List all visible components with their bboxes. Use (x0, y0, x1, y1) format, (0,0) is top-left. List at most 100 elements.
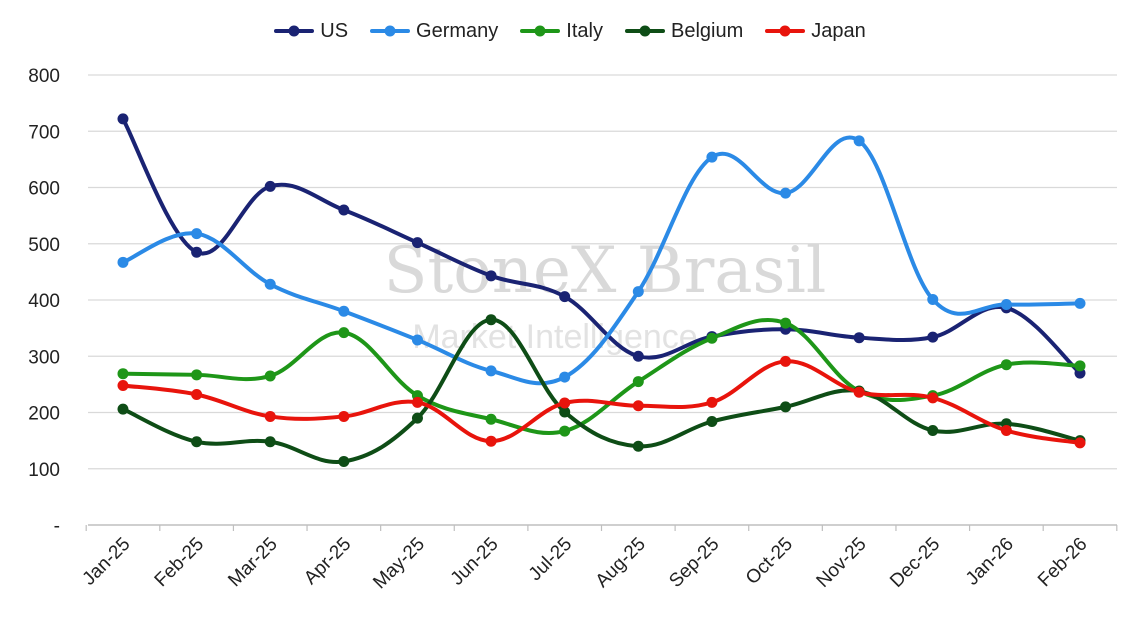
x-tick-label: Jul-25 (525, 534, 576, 585)
x-tick-label: Feb-26 (1034, 534, 1091, 591)
y-tick-label: 300 (28, 347, 60, 368)
data-point-germany (1000, 299, 1012, 310)
x-tick-label: Sep-25 (665, 534, 723, 592)
data-point-us (117, 113, 129, 125)
x-tick-label: Feb-25 (151, 534, 208, 591)
x-tick-label: Jan-26 (962, 534, 1018, 590)
legend-swatch (520, 25, 561, 37)
data-point-italy (485, 413, 497, 425)
data-point-italy (191, 369, 203, 381)
data-point-japan (1000, 425, 1012, 436)
data-point-belgium (485, 314, 497, 326)
y-tick-label: 200 (28, 404, 60, 425)
legend-item-germany: Germany (370, 18, 498, 44)
data-point-italy (632, 376, 644, 388)
data-point-belgium (559, 406, 571, 418)
x-axis: Jan-25 Feb-25 Mar-25 Apr-25 May-25 Jun-25 Jul-… (79, 524, 1118, 594)
data-point-germany (853, 135, 865, 147)
data-point-japan (411, 396, 423, 408)
data-point-italy (117, 368, 129, 380)
legend-label: Japan (811, 19, 866, 42)
data-point-japan (927, 392, 939, 404)
data-point-belgium (927, 425, 939, 436)
y-tick-label: 700 (28, 122, 60, 143)
data-point-japan (1074, 437, 1086, 449)
y-tick-label: - (54, 516, 60, 537)
data-point-italy (706, 332, 718, 344)
series-line-belgium (121, 317, 1082, 465)
data-point-belgium (632, 440, 644, 452)
x-tick-label: Oct-25 (742, 534, 797, 589)
data-point-belgium (338, 455, 350, 467)
data-point-us (338, 204, 350, 216)
y-axis-ticks: - 100 200 300 400 500 600 700 800 (28, 66, 60, 537)
legend-swatch (370, 25, 411, 37)
series-line-japan (121, 359, 1082, 445)
data-point-us (264, 180, 276, 192)
data-point-italy (264, 370, 276, 382)
x-tick-label: Apr-25 (300, 534, 355, 589)
data-point-belgium (411, 412, 423, 424)
data-point-germany (927, 293, 939, 305)
legend-label: Italy (566, 19, 603, 42)
data-point-japan (559, 397, 571, 409)
y-tick-label: 800 (28, 66, 60, 87)
legend-label: Belgium (670, 19, 744, 42)
y-tick-label: 400 (28, 291, 60, 312)
y-tick-label: 600 (28, 179, 60, 200)
data-point-us (927, 331, 939, 343)
data-point-belgium (117, 403, 129, 415)
data-point-us (559, 291, 571, 303)
data-point-us (191, 246, 203, 258)
data-point-japan (706, 396, 718, 408)
legend: US Germany Italy Belgium Japan (0, 18, 1140, 44)
watermark-sub: Market Intelligence (412, 318, 697, 356)
data-point-us (411, 237, 423, 249)
data-point-germany (485, 365, 497, 377)
data-point-italy (1000, 359, 1012, 371)
legend-item-japan: Japan (765, 18, 866, 44)
data-point-us (853, 332, 865, 344)
data-point-italy (338, 327, 350, 339)
series-lines (117, 113, 1086, 467)
data-point-germany (117, 256, 129, 268)
data-point-germany (264, 278, 276, 290)
legend-item-belgium: Belgium (624, 18, 744, 44)
data-point-germany (1074, 297, 1086, 309)
data-point-japan (853, 386, 865, 398)
legend-item-italy: Italy (520, 18, 603, 44)
series-germany (117, 135, 1086, 386)
series-japan (117, 355, 1086, 449)
data-point-japan (780, 355, 792, 367)
data-point-japan (338, 410, 350, 422)
legend-swatch (624, 25, 665, 37)
data-point-germany (780, 187, 792, 199)
x-tick-label: May-25 (369, 534, 429, 594)
data-point-italy (780, 317, 792, 329)
data-point-germany (191, 228, 203, 240)
data-point-germany (559, 371, 571, 383)
data-point-japan (485, 435, 497, 447)
data-point-italy (559, 425, 571, 437)
data-point-belgium (780, 401, 792, 413)
data-point-germany (338, 305, 350, 317)
x-tick-label: Jun-25 (447, 534, 503, 590)
x-tick-label: Aug-25 (592, 534, 650, 592)
data-point-us (485, 270, 497, 282)
x-tick-label: Dec-25 (886, 534, 944, 592)
data-point-belgium (191, 436, 203, 448)
legend-label: Germany (416, 19, 499, 42)
data-point-japan (191, 389, 203, 400)
legend-item-us: US (274, 18, 348, 44)
data-point-japan (632, 400, 644, 412)
data-point-belgium (706, 416, 718, 427)
x-tick-label: Nov-25 (813, 534, 871, 592)
legend-swatch (765, 25, 806, 37)
data-point-germany (411, 334, 423, 346)
legend-label: US (320, 19, 349, 42)
y-tick-label: 100 (28, 460, 60, 481)
data-point-us (632, 350, 644, 362)
data-point-belgium (264, 436, 276, 448)
watermark-main: StoneX Brasil (384, 234, 827, 308)
